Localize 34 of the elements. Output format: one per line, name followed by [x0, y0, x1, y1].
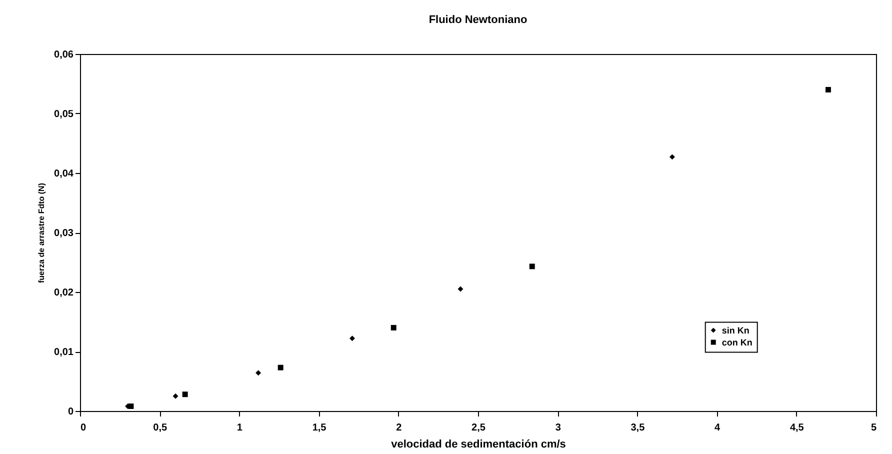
chart-title: Fluido Newtoniano — [428, 14, 528, 26]
point — [349, 336, 355, 342]
x-tick-label: 0,5 — [153, 422, 168, 434]
point — [826, 86, 831, 92]
point — [172, 393, 178, 399]
x-tick-label: 1,5 — [312, 422, 327, 434]
x-tick-label: 0 — [80, 422, 86, 434]
y-tick-label: 0,02 — [54, 288, 74, 298]
y-tick-label: 0,01 — [54, 347, 74, 358]
y-tick-label: 0,06 — [54, 50, 74, 60]
point — [278, 364, 284, 370]
x-tick-label: 2 — [396, 422, 402, 434]
y-tick-label: 0,05 — [54, 109, 74, 120]
y-axis-title: fuerza de arrastre Fdto (N) — [37, 182, 46, 284]
x-tick-label: 5 — [870, 422, 877, 434]
point — [182, 392, 188, 398]
x-tick-label: 3,5 — [630, 422, 646, 434]
x-tick-label: 2,5 — [472, 422, 486, 434]
y-tick-label: 0,04 — [54, 168, 74, 180]
point — [458, 286, 464, 292]
legend-label: sin Kn — [722, 325, 750, 336]
legend-label: con Kn — [722, 337, 752, 348]
point — [669, 154, 675, 160]
x-tick-label: 3 — [555, 422, 562, 434]
x-axis-title: velocidad de sedimentación cm/s — [391, 438, 566, 450]
y-tick-label: 0 — [68, 406, 74, 418]
point — [529, 264, 535, 270]
x-tick-label: 4 — [714, 422, 721, 434]
x-tick-label: 1 — [236, 422, 243, 434]
point — [256, 370, 262, 376]
x-tick-label: 4,5 — [790, 422, 804, 434]
y-tick-label: 0,03 — [54, 228, 74, 239]
point — [128, 404, 134, 409]
point — [390, 324, 396, 330]
